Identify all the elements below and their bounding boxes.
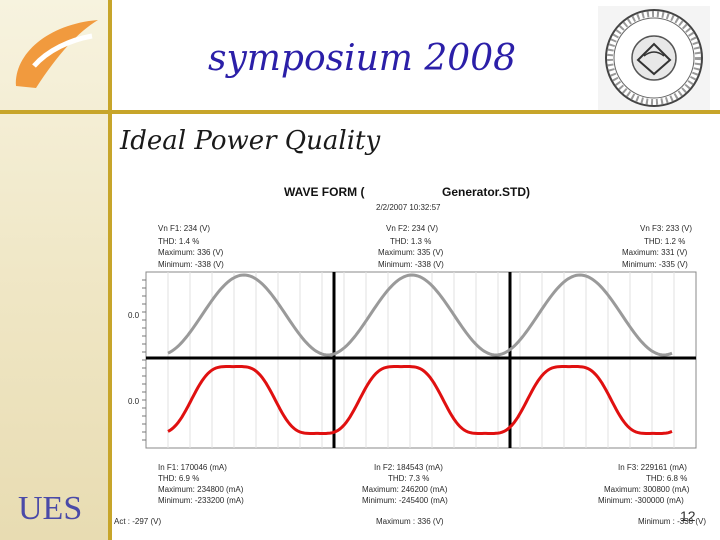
footer-act-value: Act : -297 (V) (114, 517, 161, 526)
current-thd-f2: THD: 7.3 % (388, 474, 429, 483)
current-thd-f3: THD: 6.8 % (646, 474, 687, 483)
plot-tick-marks (142, 279, 146, 441)
waveform-chart: WAVE FORM ( Generator.STD) 2/2/2007 10:3… (112, 178, 712, 530)
current-rms-f3: In F3: 229161 (mA) (618, 463, 687, 472)
voltage-thd-f1: THD: 1.4 % (158, 237, 199, 246)
voltage-block-1: Vn F1: 234 (V) THD: 1.4 % Maximum: 336 (… (158, 224, 224, 269)
current-min-f3: Minimum: -300000 (mA) (598, 496, 684, 505)
footer-minimum: Minimum : -338 (V) (638, 517, 706, 526)
voltage-max-f1: Maximum: 336 (V) (158, 248, 224, 257)
voltage-waveform (167, 273, 673, 357)
voltage-min-f3: Minimum: -335 (V) (622, 260, 688, 269)
voltage-thd-f2: THD: 1.3 % (390, 237, 431, 246)
voltage-min-f2: Minimum: -338 (V) (378, 260, 444, 269)
voltage-block-3: Vn F3: 233 (V) THD: 1.2 % Maximum: 331 (… (622, 224, 692, 269)
voltage-rms-f1: Vn F1: 234 (V) (158, 224, 210, 233)
slide-title: symposium 2008 (207, 38, 517, 79)
voltage-min-f1: Minimum: -338 (V) (158, 260, 224, 269)
chart-timestamp: 2/2/2007 10:32:57 (376, 203, 441, 212)
current-min-f2: Minimum: -245400 (mA) (362, 496, 448, 505)
gold-horizontal-divider (0, 110, 720, 114)
current-rms-f2: In F2: 184543 (mA) (374, 463, 443, 472)
current-max-f3: Maximum: 300800 (mA) (604, 485, 690, 494)
slide-subtitle: Ideal Power Quality (120, 126, 381, 156)
voltage-block-2: Vn F2: 234 (V) THD: 1.3 % Maximum: 335 (… (378, 224, 444, 269)
chart-title-left: WAVE FORM ( (284, 185, 364, 199)
zero-label-lower: 0.0 (128, 397, 140, 406)
current-block-3: In F3: 229161 (mA) THD: 6.8 % Maximum: 3… (598, 463, 690, 505)
gold-vertical-divider (108, 0, 112, 540)
current-waveform (167, 365, 673, 435)
orange-leaf-logo-icon (15, 20, 99, 88)
voltage-thd-f3: THD: 1.2 % (644, 237, 685, 246)
slide-sidebar (0, 0, 112, 540)
current-max-f1: Maximum: 234800 (mA) (158, 485, 244, 494)
plot-area: 0.0 0.0 (128, 271, 697, 449)
institution-emblem-icon (598, 6, 710, 110)
current-block-1: In F1: 170046 (mA) THD: 6.9 % Maximum: 2… (158, 463, 244, 505)
voltage-max-f3: Maximum: 331 (V) (622, 248, 688, 257)
current-min-f1: Minimum: -233200 (mA) (158, 496, 244, 505)
footer-maximum: Maximum : 336 (V) (376, 517, 444, 526)
current-thd-f1: THD: 6.9 % (158, 474, 199, 483)
zero-label-upper: 0.0 (128, 311, 140, 320)
page-number: 12 (680, 508, 696, 524)
voltage-rms-f2: Vn F2: 234 (V) (386, 224, 438, 233)
ues-logo-text: UES (18, 490, 83, 527)
chart-title-right: Generator.STD) (442, 185, 530, 199)
voltage-rms-f3: Vn F3: 233 (V) (640, 224, 692, 233)
voltage-max-f2: Maximum: 335 (V) (378, 248, 444, 257)
current-block-2: In F2: 184543 (mA) THD: 7.3 % Maximum: 2… (362, 463, 448, 505)
current-max-f2: Maximum: 246200 (mA) (362, 485, 448, 494)
current-rms-f1: In F1: 170046 (mA) (158, 463, 227, 472)
